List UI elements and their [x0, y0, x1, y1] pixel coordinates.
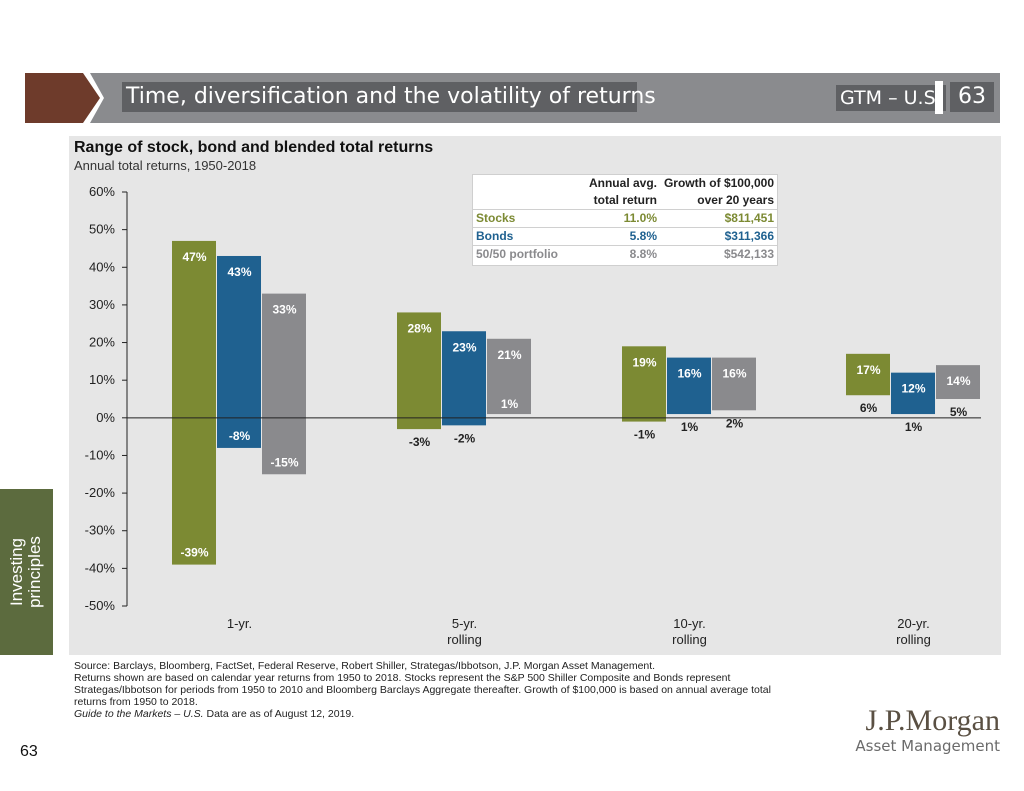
source-notes: Source: Barclays, Bloomberg, FactSet, Fe… — [74, 660, 804, 720]
row-label-portfolio: 50/50 portfolio — [473, 245, 574, 263]
table-row: 50/50 portfolio 8.8% $542,133 — [473, 245, 777, 263]
bar-max-label: 14% — [946, 374, 970, 388]
bar-bonds — [442, 331, 486, 426]
bar-bonds — [891, 372, 935, 415]
bar-min-label: -8% — [229, 429, 251, 443]
y-tick-label: -20% — [85, 485, 116, 500]
x-category-label-line2: rolling — [447, 632, 482, 647]
bar-max-label: 47% — [182, 250, 206, 264]
page-title: Time, diversification and the volatility… — [122, 82, 656, 112]
y-tick-label: 20% — [89, 335, 115, 350]
bar-stocks — [172, 240, 216, 565]
returns-note: Returns shown are based on calendar year… — [74, 672, 771, 708]
bar-max-label: 33% — [272, 303, 296, 317]
row-label-stocks: Stocks — [473, 209, 574, 228]
y-tick-label: 10% — [89, 372, 115, 387]
bar-min-label: -39% — [180, 546, 208, 560]
y-tick-label: 30% — [89, 297, 115, 312]
bar-50-50-portfolio — [712, 357, 756, 411]
bar-max-label: 16% — [722, 367, 746, 381]
logo-subtitle: Asset Management — [855, 737, 1000, 755]
y-tick-label: 60% — [89, 184, 115, 199]
section-side-tab-label: Investing principles — [7, 536, 44, 608]
y-tick-label: -50% — [85, 598, 116, 613]
bar-max-label: 43% — [227, 265, 251, 279]
table-row: Bonds 5.8% $311,366 — [473, 227, 777, 246]
row-growth-stocks: $811,451 — [660, 209, 777, 228]
bar-min-label: 6% — [860, 401, 878, 415]
bar-min-label: -1% — [634, 428, 656, 442]
bar-max-label: 23% — [452, 340, 476, 354]
bar-max-label: 16% — [677, 367, 701, 381]
page-number: 63 — [20, 743, 38, 760]
bar-50-50-portfolio — [262, 293, 306, 475]
chart-title: Range of stock, bond and blended total r… — [74, 139, 434, 156]
bar-max-label: 17% — [856, 363, 880, 377]
guide-note: Guide to the Markets – U.S. Data are as … — [74, 708, 355, 720]
bar-50-50-portfolio — [936, 365, 980, 399]
header-chevron-accent — [25, 73, 100, 123]
header-tag: GTM – U.S. — [836, 85, 946, 111]
x-category-label: 10-yr. — [673, 616, 706, 631]
row-avg-stocks: 11.0% — [574, 209, 660, 228]
avg-header-2: total return — [593, 193, 657, 207]
x-category-label-line2: rolling — [896, 632, 931, 647]
chart-subtitle: Annual total returns, 1950-2018 — [74, 158, 257, 173]
bar-min-label: 1% — [501, 397, 519, 411]
row-avg-bonds: 5.8% — [574, 227, 660, 246]
y-tick-label: -10% — [85, 447, 116, 462]
row-growth-bonds: $311,366 — [660, 227, 777, 246]
logo-wordmark: J.P.Morgan — [865, 704, 1000, 737]
growth-header-1: Growth of $100,000 — [663, 176, 774, 190]
x-category-label: 1-yr. — [227, 616, 252, 631]
bar-stocks — [846, 353, 890, 396]
bar-min-label: 1% — [905, 420, 923, 434]
bar-min-label: -2% — [454, 431, 476, 445]
growth-header-2: over 20 years — [697, 193, 774, 207]
x-category-label: 20-yr. — [897, 616, 930, 631]
bar-min-label: 1% — [681, 420, 699, 434]
y-tick-label: 0% — [96, 410, 115, 425]
x-category-label-line2: rolling — [672, 632, 707, 647]
bar-stocks — [397, 312, 441, 430]
y-tick-label: 50% — [89, 222, 115, 237]
table-row: Stocks 11.0% $811,451 — [473, 209, 777, 228]
jpmorgan-logo: J.P.Morgan Asset Management — [852, 704, 1000, 756]
bar-bonds — [667, 357, 711, 415]
bar-max-label: 12% — [901, 382, 925, 396]
row-growth-portfolio: $542,133 — [660, 245, 777, 263]
bar-max-label: 21% — [497, 348, 521, 362]
x-category-label: 5-yr. — [452, 616, 477, 631]
section-side-tab — [0, 489, 53, 655]
returns-summary-table: Annual avg. Growth of $100,000 total ret… — [472, 174, 778, 266]
bar-50-50-portfolio — [487, 338, 531, 415]
bar-max-label: 19% — [632, 355, 656, 369]
bar-min-label: 2% — [726, 416, 744, 430]
header-page-number: 63 — [950, 82, 994, 112]
bar-min-label: 5% — [950, 405, 968, 419]
bar-min-label: -15% — [270, 455, 298, 469]
y-tick-label: -40% — [85, 560, 116, 575]
header-separator — [935, 81, 943, 114]
avg-header-1: Annual avg. — [588, 176, 657, 190]
y-tick-label: -30% — [85, 523, 116, 538]
bar-max-label: 28% — [407, 321, 431, 335]
bar-min-label: -3% — [409, 435, 431, 449]
row-label-bonds: Bonds — [473, 227, 574, 246]
row-avg-portfolio: 8.8% — [574, 245, 660, 263]
bar-stocks — [622, 346, 666, 422]
source-line: Source: Barclays, Bloomberg, FactSet, Fe… — [74, 660, 656, 672]
y-tick-label: 40% — [89, 259, 115, 274]
bar-bonds — [217, 255, 261, 448]
